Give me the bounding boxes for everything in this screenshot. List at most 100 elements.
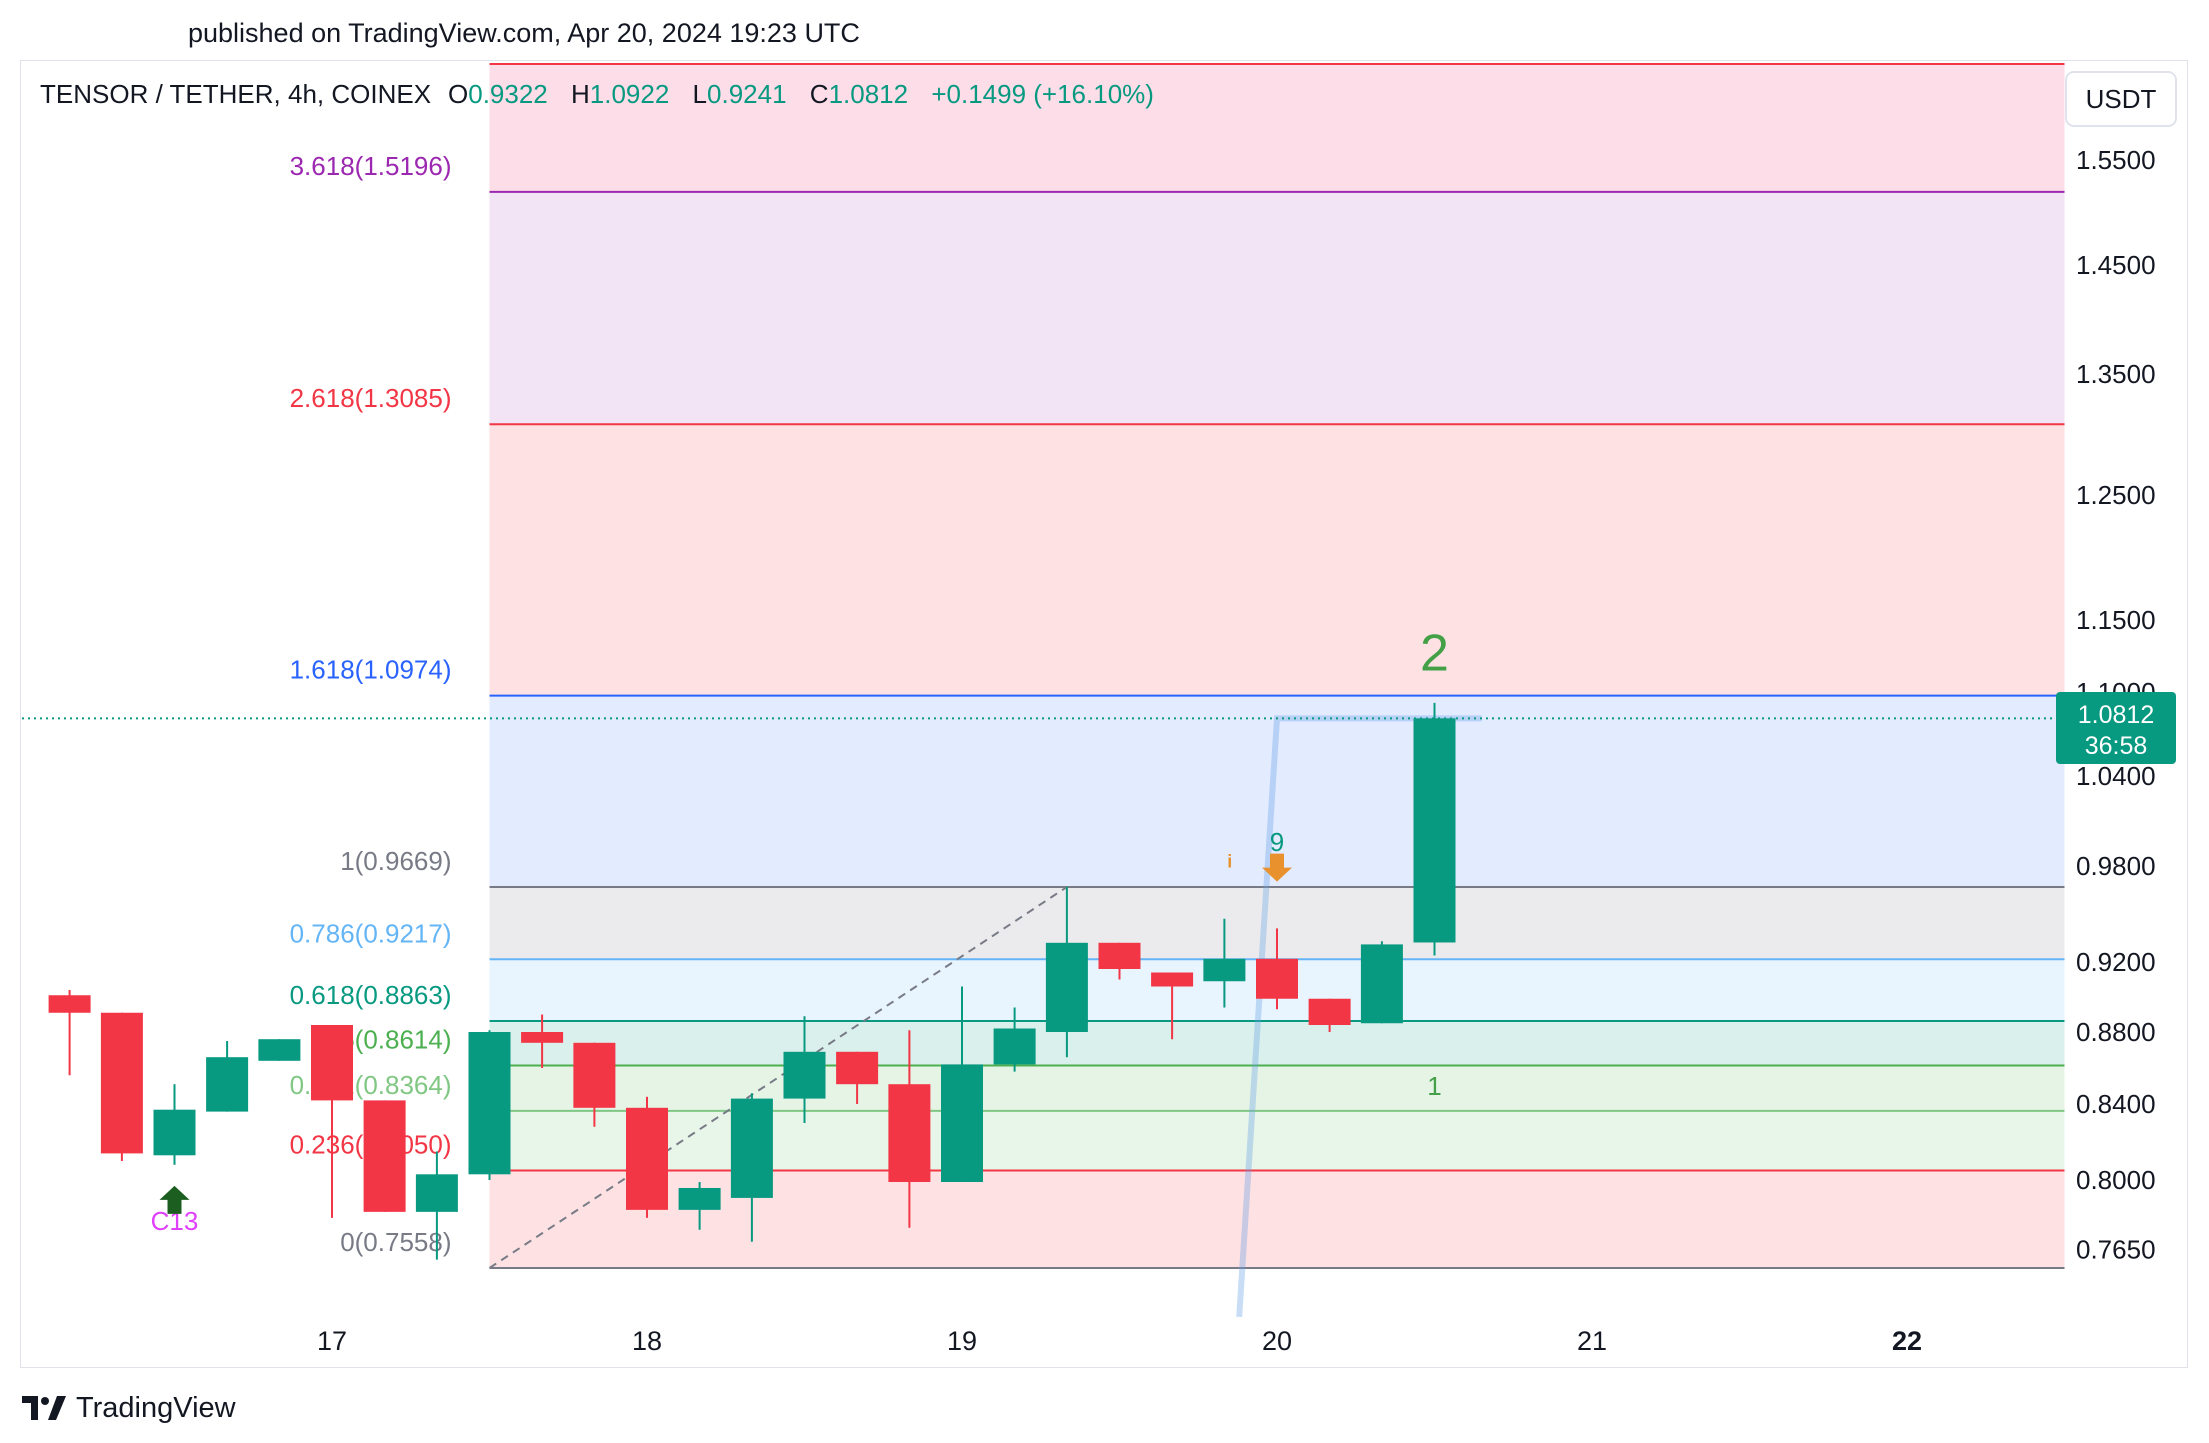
- x-tick-label: 18: [632, 1326, 662, 1356]
- candle[interactable]: [258, 1039, 301, 1061]
- last-price-badge: [2056, 692, 2176, 764]
- candle[interactable]: [678, 1181, 721, 1230]
- fib-zone-1.618: [489, 424, 2065, 696]
- chart-frame: [20, 60, 2188, 1368]
- candle-body: [993, 1028, 1036, 1065]
- candle[interactable]: [730, 1093, 773, 1242]
- y-tick-label: 0.7650: [2076, 1235, 2156, 1265]
- symbol-title: TENSOR / TETHER, 4h, COINEX: [40, 79, 431, 109]
- candle[interactable]: [1256, 928, 1298, 1010]
- annotation-2: 2: [1420, 624, 1449, 682]
- candle-body: [888, 1084, 931, 1182]
- y-tick-label: 1.0400: [2076, 761, 2156, 791]
- candle-body: [1098, 942, 1141, 969]
- fib-label-2.618: 2.618(1.3085): [290, 383, 452, 413]
- candle[interactable]: [1203, 918, 1246, 1008]
- candle[interactable]: [1413, 702, 1456, 956]
- fib-trend-dashed: [488, 886, 1068, 1269]
- annotation-i: i: [1227, 852, 1232, 872]
- open-value: 0.9322: [468, 79, 548, 109]
- candle[interactable]: [941, 986, 983, 1182]
- tradingview-logo-icon: [22, 1395, 66, 1420]
- high-label: H: [571, 79, 590, 109]
- candle-body: [1413, 718, 1456, 943]
- candle[interactable]: [1308, 998, 1351, 1032]
- fib-zone-0.236: [489, 1110, 2065, 1171]
- fib-zone-3.618: [489, 64, 2065, 192]
- y-tick-label: 1.4500: [2076, 250, 2156, 280]
- up-arrow-icon: [159, 1185, 190, 1214]
- currency-label: USDT: [2086, 84, 2157, 114]
- high-value: 1.0922: [590, 79, 670, 109]
- last-price-badge-price: 1.0812: [2078, 701, 2154, 729]
- close-label: C: [810, 79, 829, 109]
- candle[interactable]: [993, 1007, 1036, 1072]
- tradingview-footer[interactable]: TradingView: [22, 1392, 236, 1425]
- candle[interactable]: [1098, 942, 1141, 980]
- fib-label-1: 1(0.9669): [340, 846, 451, 876]
- candle-body: [415, 1174, 458, 1212]
- candle[interactable]: [1360, 941, 1403, 1024]
- x-tick-label: 22: [1892, 1326, 1922, 1356]
- last-price-badge-countdown: 36:58: [2085, 732, 2148, 760]
- candle[interactable]: [836, 1051, 879, 1104]
- tradingview-brand: TradingView: [76, 1392, 236, 1424]
- y-tick-label: 1.3500: [2076, 359, 2156, 389]
- candle[interactable]: [573, 1042, 616, 1127]
- candle-body: [48, 995, 91, 1013]
- fib-labels: 0(0.7558)0.236(0.8050)0.382(0.8364)0.5(0…: [290, 151, 452, 1257]
- y-tick-label: 0.8000: [2076, 1165, 2156, 1195]
- y-tick-label: 0.8400: [2076, 1089, 2156, 1119]
- fib-label-0.786: 0.786(0.9217): [290, 918, 452, 948]
- candle-body: [206, 1057, 249, 1112]
- candle[interactable]: [153, 1084, 196, 1165]
- candle[interactable]: [415, 1151, 458, 1260]
- candle[interactable]: [1045, 886, 1088, 1058]
- candle-body: [941, 1064, 983, 1182]
- candle[interactable]: [206, 1041, 249, 1112]
- candle-body: [1151, 972, 1194, 987]
- change-value: +0.1499 (+16.10%): [931, 79, 1154, 109]
- candle-body: [573, 1042, 616, 1108]
- x-tick-label: 17: [317, 1326, 347, 1356]
- candle[interactable]: [311, 1025, 353, 1218]
- fib-zone-0.5: [489, 1020, 2065, 1066]
- fib-zone-2.618: [489, 191, 2065, 425]
- candle[interactable]: [1151, 972, 1194, 1040]
- candle-body: [730, 1098, 773, 1198]
- candle-body: [678, 1187, 721, 1210]
- y-tick-label: 0.8800: [2076, 1017, 2156, 1047]
- candle[interactable]: [468, 1030, 511, 1180]
- candle[interactable]: [626, 1096, 668, 1218]
- fib-zones: [489, 64, 2065, 1268]
- fib-zone-0.382: [489, 1065, 2065, 1111]
- candle-body: [258, 1039, 301, 1061]
- candle[interactable]: [100, 1012, 143, 1161]
- candle-body: [1045, 942, 1088, 1032]
- y-tick-label: 1.2500: [2076, 480, 2156, 510]
- candle-body: [1308, 998, 1351, 1025]
- low-value: 0.9241: [707, 79, 787, 109]
- candle-body: [311, 1025, 353, 1101]
- annotation-9: 9: [1270, 827, 1284, 857]
- y-tick-label: 0.9200: [2076, 947, 2156, 977]
- candle[interactable]: [363, 1100, 406, 1212]
- candle[interactable]: [521, 1014, 564, 1069]
- open-label: O: [448, 79, 468, 109]
- candle[interactable]: [783, 1016, 826, 1123]
- candle-body: [1360, 944, 1403, 1024]
- y-tick-label: 0.9800: [2076, 851, 2156, 881]
- fib-label-3.618: 3.618(1.5196): [290, 151, 452, 181]
- low-label: L: [693, 79, 707, 109]
- currency-button[interactable]: [2065, 71, 2177, 127]
- close-value: 1.0812: [829, 79, 909, 109]
- candle[interactable]: [48, 990, 91, 1076]
- candle[interactable]: [888, 1030, 931, 1228]
- candle-body: [783, 1051, 826, 1099]
- published-caption: published on TradingView.com, Apr 20, 20…: [188, 18, 860, 48]
- fib-zone-0: [489, 1170, 2065, 1268]
- price-axis: 1.55001.45001.35001.25001.15001.10001.04…: [2076, 145, 2156, 1265]
- x-tick-label: 20: [1262, 1326, 1292, 1356]
